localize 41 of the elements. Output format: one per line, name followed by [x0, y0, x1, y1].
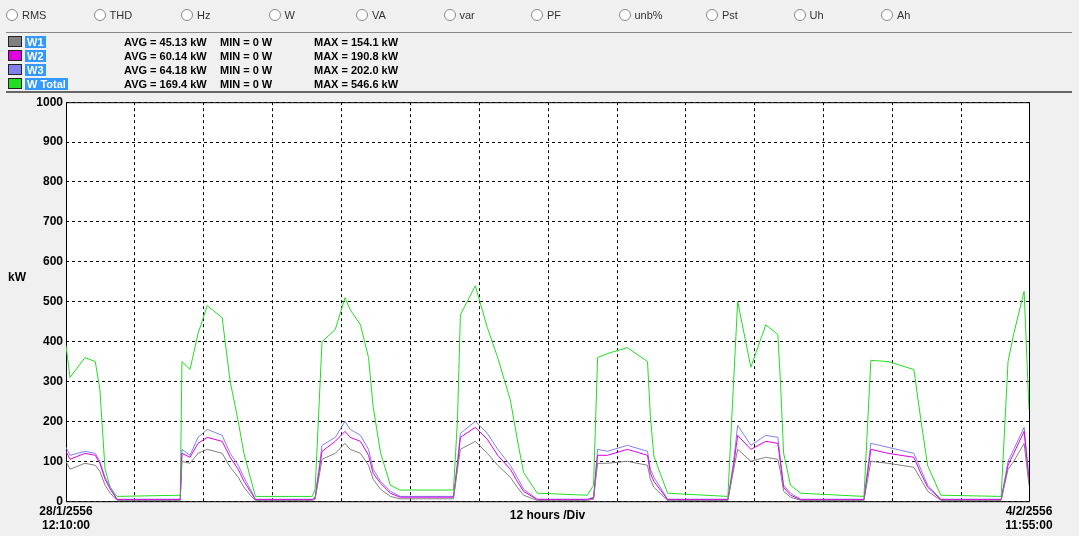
- text: PF: [547, 9, 562, 21]
- x-tick-label: 4/2/2556 11:55:00: [1005, 503, 1054, 533]
- text: MAX = 202.0 kW: [314, 63, 399, 76]
- x-tick-label: 28/1/2556 12:10:00: [39, 503, 94, 533]
- legend-label: W2: [25, 49, 46, 62]
- text: MIN = 0 W: [220, 77, 273, 90]
- text: RMS: [22, 9, 47, 21]
- y-tick-label: 600: [42, 254, 64, 269]
- y-tick-label: 700: [42, 214, 64, 229]
- text: var: [459, 9, 475, 21]
- y-tick-label: 400: [42, 333, 64, 348]
- text: Pst: [722, 9, 738, 21]
- y-tick-label: 300: [42, 373, 64, 388]
- x-axis-title: 12 hours /Div: [509, 507, 586, 522]
- text: MAX = 154.1 kW: [314, 35, 399, 48]
- y-tick-label: 500: [42, 294, 64, 309]
- y-axis-title: kW: [8, 270, 27, 285]
- text: AVG = 169.4 kW: [124, 77, 207, 90]
- legend-label: W1: [25, 35, 46, 48]
- legend-label: W3: [25, 63, 46, 76]
- text: W: [284, 9, 295, 21]
- text: AVG = 64.18 kW: [124, 63, 207, 76]
- text: Hz: [197, 9, 211, 21]
- text: THD: [109, 9, 133, 21]
- legend-label: W Total: [25, 77, 68, 90]
- text: MIN = 0 W: [220, 35, 273, 48]
- text: MIN = 0 W: [220, 63, 273, 76]
- y-tick-label: 800: [42, 174, 64, 189]
- text: Ah: [897, 9, 911, 21]
- text: AVG = 60.14 kW: [124, 49, 207, 62]
- text: Uh: [809, 9, 824, 21]
- y-tick-label: 100: [42, 453, 64, 468]
- text: MIN = 0 W: [220, 49, 273, 62]
- text: unb%: [634, 9, 663, 21]
- text: MAX = 546.6 kW: [314, 77, 399, 90]
- text: AVG = 45.13 kW: [124, 35, 207, 48]
- y-tick-label: 900: [42, 134, 64, 149]
- y-tick-label: 200: [42, 413, 64, 428]
- y-tick-label: 1000: [36, 94, 64, 109]
- text: MAX = 190.8 kW: [314, 49, 399, 62]
- text: VA: [372, 9, 386, 21]
